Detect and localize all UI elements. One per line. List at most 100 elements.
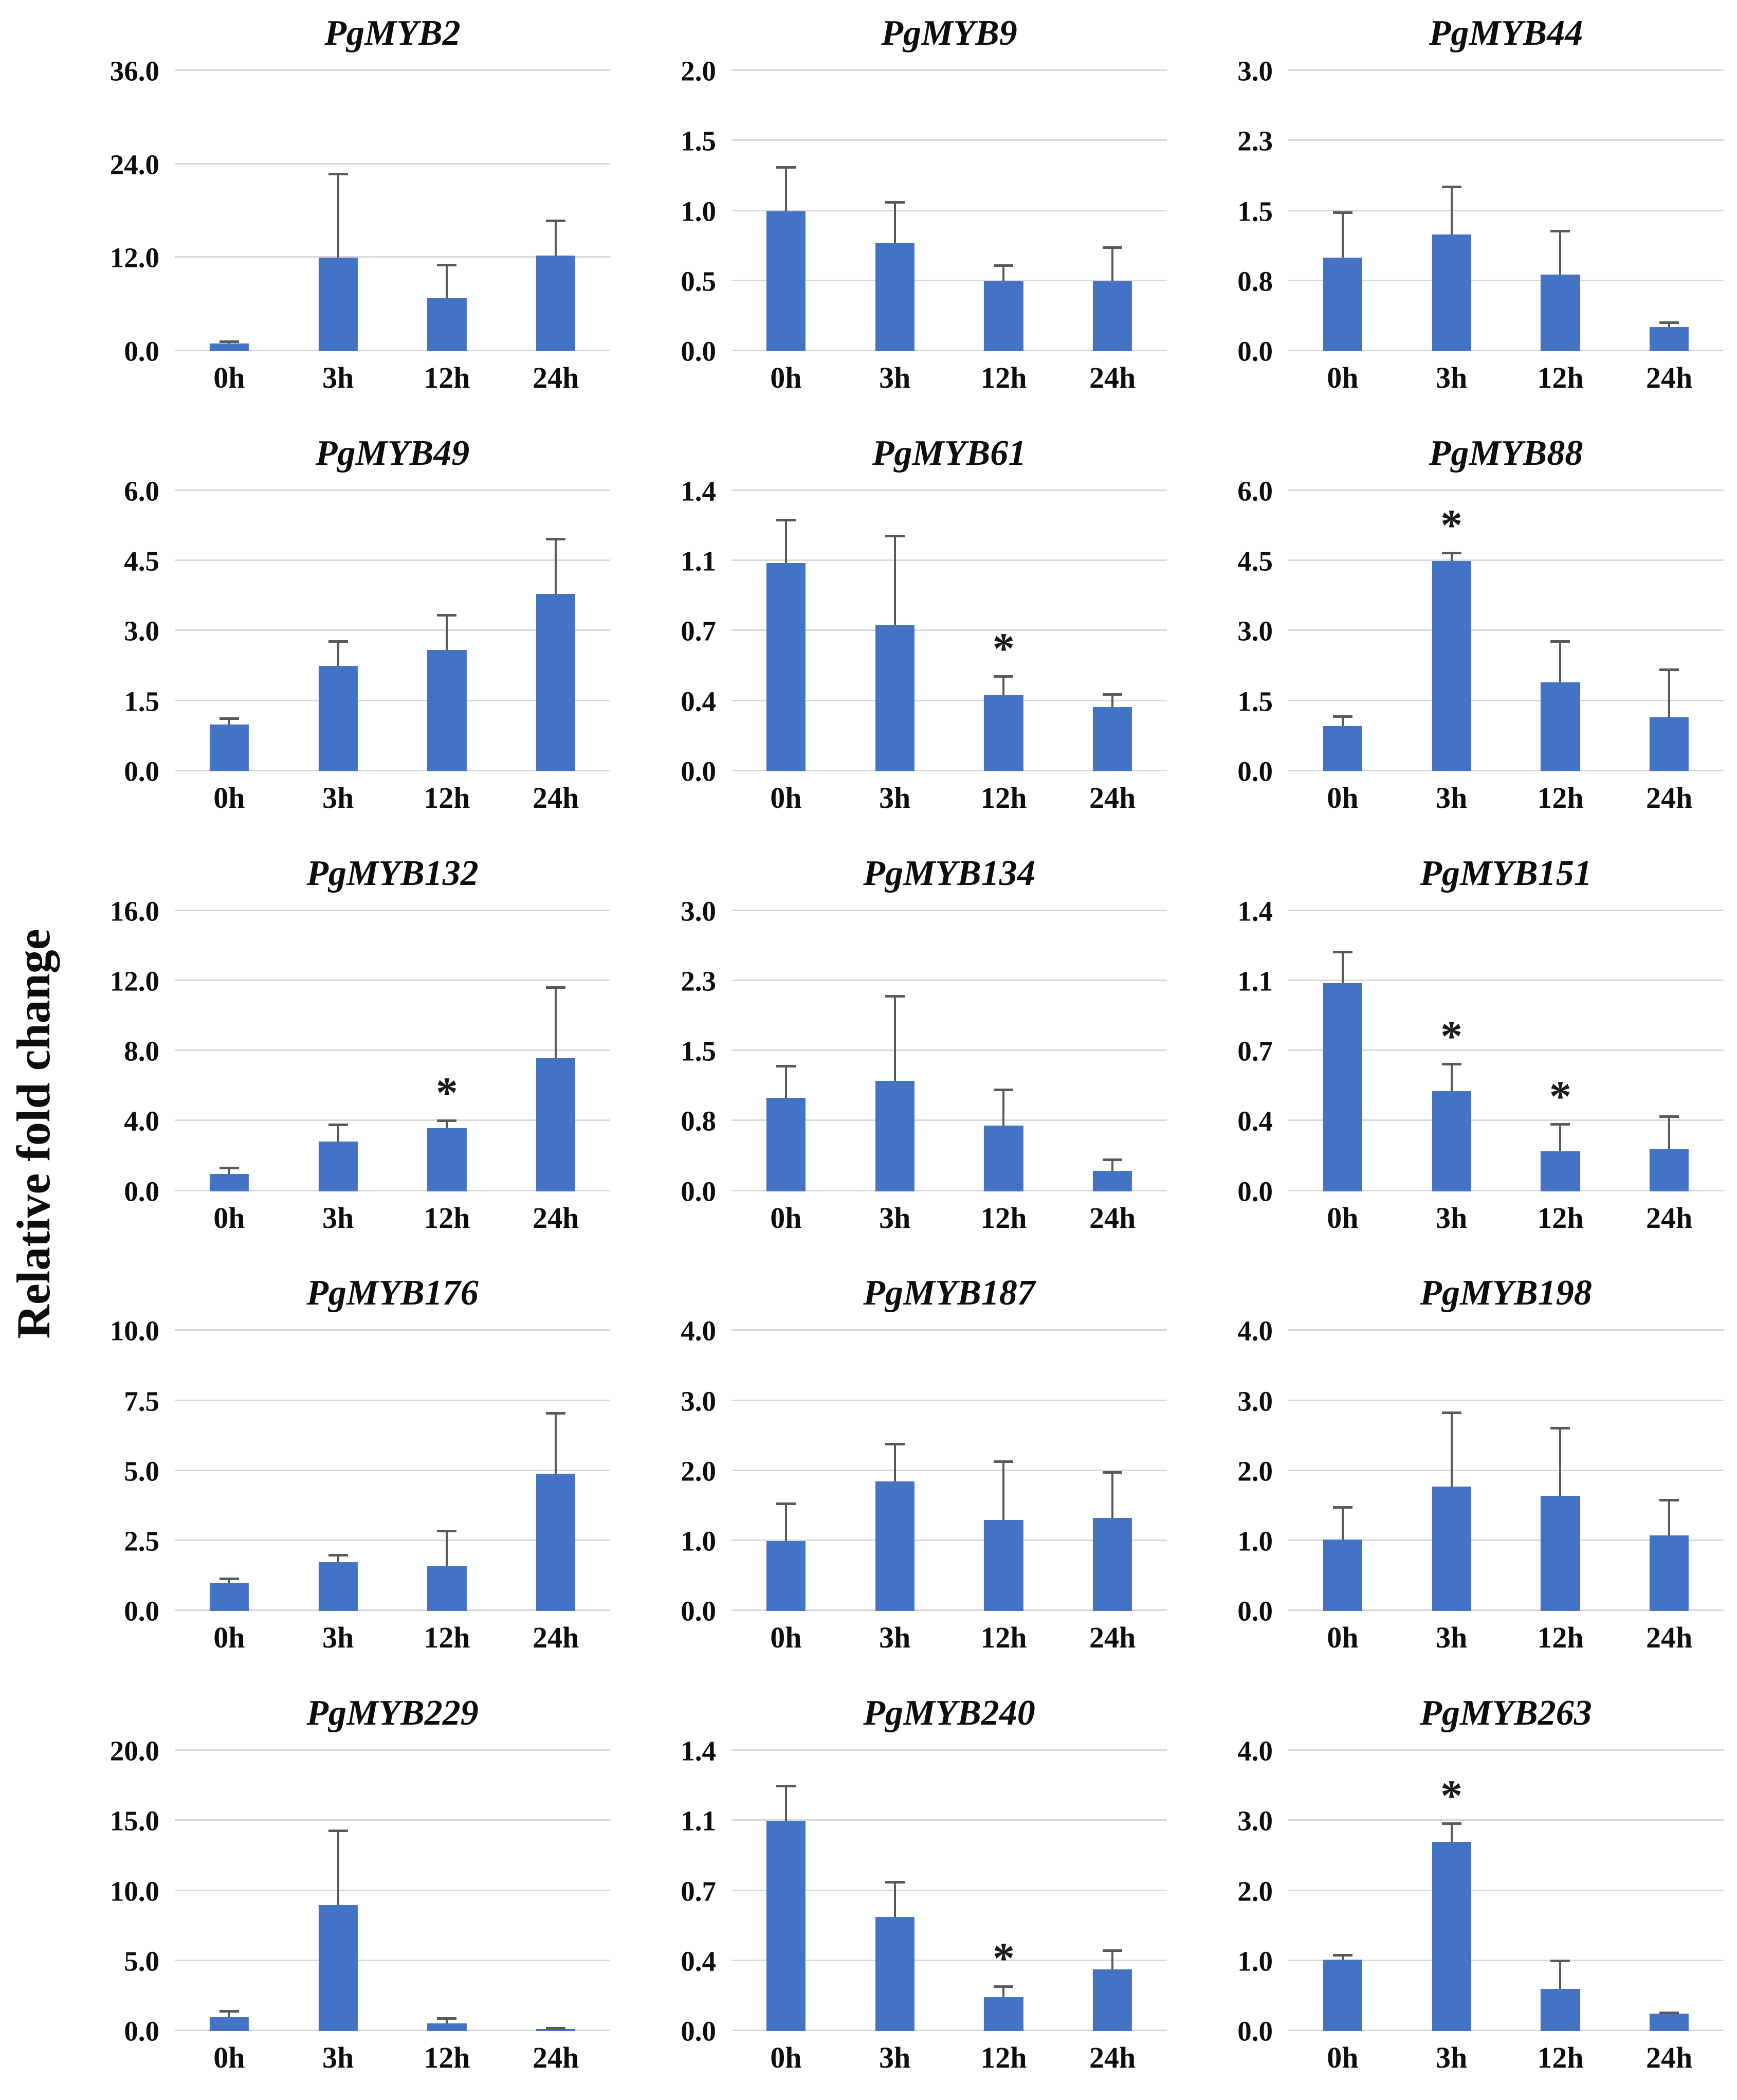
x-tick-label: 12h — [1537, 361, 1584, 394]
y-tick-label: 1.0 — [681, 1525, 716, 1557]
bar — [1432, 234, 1471, 351]
bar — [1323, 1540, 1362, 1612]
y-tick-label: 0.0 — [124, 1595, 159, 1627]
x-tick-label: 24h — [1645, 2041, 1693, 2075]
plot-area: * — [732, 1749, 1167, 2032]
error-bar-cap — [1441, 1063, 1461, 1066]
y-tick-label: 3.0 — [1237, 1805, 1273, 1837]
y-tick-label: 4.0 — [1237, 1735, 1273, 1767]
plot-area: * — [1288, 489, 1724, 771]
error-bar-cap — [776, 166, 796, 169]
error-bar — [1441, 551, 1461, 562]
error-bar-stem — [1559, 1960, 1562, 1989]
bar-slot — [501, 1331, 610, 1612]
y-axis: 4.0 3.0 2.0 1.0 0.0 — [629, 1317, 732, 1625]
x-tick-label: 0h — [770, 1621, 802, 1655]
gridline — [1288, 769, 1724, 771]
y-tick-label: 1.0 — [1237, 1945, 1273, 1977]
bar-slot — [175, 1751, 284, 2032]
y-tick-label: 2.3 — [681, 965, 716, 997]
bar-slot — [501, 71, 610, 351]
plot-area — [732, 909, 1167, 1191]
chart-title: PgMYB9 — [881, 13, 1017, 53]
error-bar — [1659, 2012, 1679, 2015]
gridline — [732, 69, 1167, 71]
x-axis-labels: 0h 3h 12h 24h — [732, 1621, 1167, 1661]
bar — [1323, 258, 1362, 351]
error-bar-cap — [1441, 186, 1461, 189]
bar — [1432, 1486, 1471, 1612]
y-tick-label: 15.0 — [109, 1805, 159, 1837]
y-tick-label: 3.0 — [1237, 1385, 1273, 1417]
gridline — [1288, 1540, 1724, 1542]
chart-title: PgMYB198 — [1420, 1273, 1592, 1313]
bar — [1432, 1091, 1471, 1191]
y-tick-label: 0.4 — [681, 685, 716, 717]
x-tick-label: 0h — [770, 2041, 802, 2075]
bar — [984, 695, 1023, 771]
error-bar-stem — [1002, 264, 1005, 281]
error-bar — [1659, 1115, 1679, 1149]
bar — [536, 593, 576, 771]
x-axis-labels: 0h 3h 12h 24h — [1288, 2041, 1724, 2081]
error-bar-stem — [1450, 1822, 1453, 1842]
chart: PgMYB240 1.4 1.1 0.7 0.4 0.0 * 0h 3h 12h 24h — [624, 1680, 1180, 2100]
y-axis: 16.0 12.0 8.0 4.0 0.0 — [72, 897, 175, 1205]
y-tick-label: 5.0 — [124, 1455, 159, 1487]
error-bar-stem — [446, 1119, 448, 1128]
y-axis: 1.4 1.1 0.7 0.4 0.0 — [629, 1737, 732, 2045]
bar-slot — [1288, 1331, 1397, 1612]
chart-body: 3.0 2.3 1.5 0.8 0.0 — [1185, 57, 1724, 366]
bar-slot: * — [949, 1751, 1058, 2032]
bar — [209, 1173, 249, 1191]
error-bar-stem — [893, 201, 896, 244]
error-bar-cap — [437, 1530, 457, 1533]
error-bar-cap — [1103, 1158, 1123, 1162]
bar-slot — [1058, 491, 1167, 771]
x-tick-label: 12h — [980, 1621, 1027, 1655]
bar — [984, 1126, 1023, 1191]
y-tick-label: 0.0 — [124, 335, 159, 367]
error-bar-cap — [1659, 668, 1679, 671]
gridline — [175, 559, 610, 562]
y-tick-label: 0.0 — [124, 755, 159, 787]
error-bar-stem — [784, 166, 787, 211]
gridline — [732, 559, 1167, 562]
error-bar — [219, 1578, 239, 1583]
y-tick-label: 2.0 — [1237, 1455, 1273, 1487]
x-tick-label: 0h — [213, 1201, 245, 1235]
y-tick-label: 1.1 — [681, 545, 716, 577]
chart-body: 6.0 4.5 3.0 1.5 0.0 * — [1185, 477, 1724, 785]
gridline — [175, 1540, 610, 1542]
error-bar — [546, 2027, 566, 2030]
gridline — [175, 69, 610, 71]
x-tick-label: 0h — [213, 361, 245, 394]
error-bar-stem — [228, 2010, 230, 2017]
x-tick-label: 3h — [879, 1201, 911, 1235]
y-tick-label: 0.0 — [124, 1175, 159, 1207]
gridline — [1288, 1609, 1724, 1612]
bar — [318, 666, 358, 771]
bar — [209, 343, 249, 351]
bar — [1093, 1518, 1132, 1612]
error-bar-cap — [994, 1088, 1014, 1091]
y-axis: 6.0 4.5 3.0 1.5 0.0 — [1185, 477, 1288, 785]
gridline — [175, 699, 610, 701]
x-tick-label: 24h — [1645, 361, 1693, 394]
gridline — [732, 1749, 1167, 1751]
error-bar — [885, 535, 905, 625]
error-bar — [994, 264, 1014, 281]
error-bar-stem — [1668, 321, 1671, 327]
y-tick-label: 3.0 — [681, 895, 716, 927]
x-tick-label: 12h — [424, 1201, 470, 1235]
chart-title: PgMYB263 — [1420, 1693, 1592, 1733]
error-bar-stem — [1002, 1088, 1005, 1126]
y-tick-label: 10.0 — [109, 1315, 159, 1347]
chart-body: 1.4 1.1 0.7 0.4 0.0 * — [629, 477, 1167, 785]
bar-slot — [949, 1331, 1058, 1612]
error-bar-cap — [1103, 246, 1123, 249]
y-tick-label: 2.0 — [681, 55, 716, 87]
chart-body: 4.0 3.0 2.0 1.0 0.0 — [629, 1317, 1167, 1625]
plot-area — [175, 69, 610, 351]
bar-slot — [840, 71, 949, 351]
